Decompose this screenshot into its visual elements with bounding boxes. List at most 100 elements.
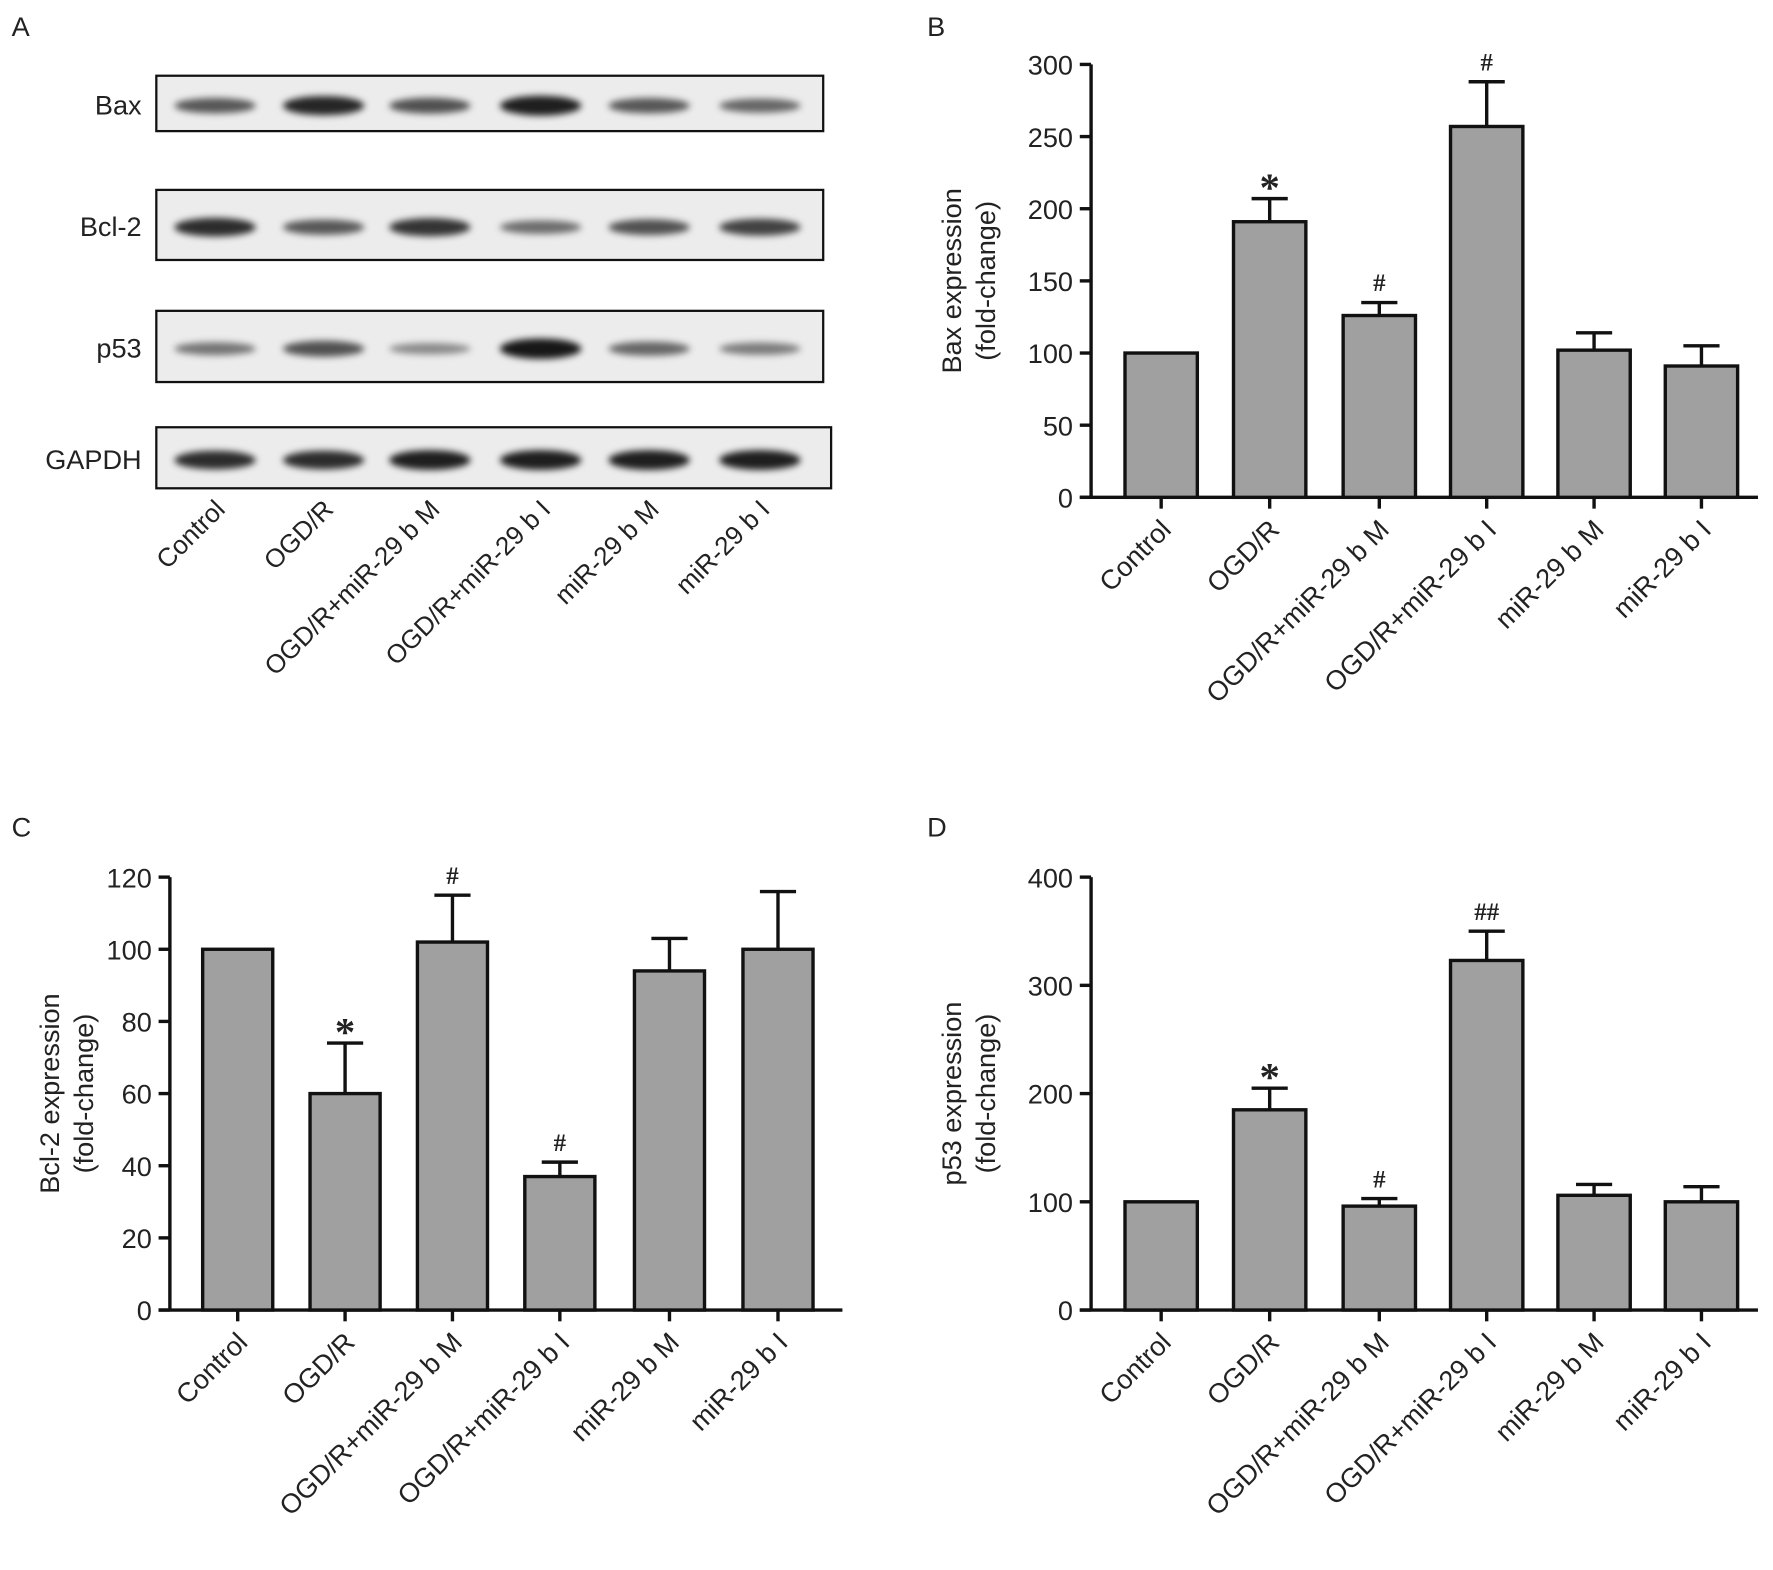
blot-lane-label: Control bbox=[150, 494, 230, 574]
bar bbox=[1448, 124, 1525, 500]
y-axis-label: (fold-change) bbox=[970, 201, 1001, 361]
blot-membrane bbox=[155, 426, 833, 490]
protein-band bbox=[719, 450, 801, 470]
protein-band bbox=[719, 218, 801, 236]
y-tick-label: 20 bbox=[122, 1223, 152, 1254]
y-tick-label: 200 bbox=[1028, 194, 1073, 225]
y-axis-label: (fold-change) bbox=[970, 1014, 1001, 1174]
x-tick-label: OGD/R bbox=[1200, 1326, 1285, 1411]
y-axis-label: p53 expression bbox=[936, 1002, 967, 1186]
protein-band bbox=[608, 341, 690, 356]
protein-band bbox=[719, 342, 801, 355]
x-tick-label: Control bbox=[170, 1326, 254, 1410]
x-tick-label: OGD/R bbox=[276, 1326, 361, 1411]
blot-membrane bbox=[155, 188, 825, 262]
protein-band bbox=[174, 450, 256, 470]
blot-membrane bbox=[155, 74, 825, 133]
bar bbox=[1123, 1200, 1200, 1312]
blot-membrane bbox=[155, 309, 825, 384]
protein-band bbox=[499, 338, 582, 359]
blot-row-gapdh: GAPDH bbox=[45, 426, 833, 490]
protein-band bbox=[389, 343, 471, 355]
x-tick-label: Control bbox=[1093, 1326, 1177, 1410]
y-tick-label: 80 bbox=[122, 1007, 152, 1038]
panel-label-c: C bbox=[12, 811, 32, 842]
bar bbox=[1123, 351, 1200, 500]
protein-band bbox=[174, 98, 256, 114]
protein-band bbox=[389, 450, 471, 470]
bar bbox=[1448, 958, 1525, 1312]
blot-row-label: Bax bbox=[95, 90, 142, 121]
protein-band bbox=[389, 97, 471, 114]
blot-row-p53: p53 bbox=[96, 309, 825, 384]
blot-row-bax: Bax bbox=[95, 74, 825, 133]
y-tick-label: 0 bbox=[1058, 483, 1073, 514]
protein-band bbox=[608, 98, 690, 114]
protein-band bbox=[174, 217, 256, 237]
bax-chart: 0 50 100 150 200 250 300 Bax expression (fold-ch… bbox=[936, 49, 1758, 709]
significance-marker: # bbox=[554, 1130, 567, 1157]
protein-band bbox=[499, 450, 582, 470]
bar bbox=[741, 947, 815, 1312]
y-tick-label: 250 bbox=[1028, 122, 1073, 153]
y-tick-label: 300 bbox=[1028, 971, 1073, 1002]
bar bbox=[1663, 364, 1740, 500]
blot-row-label: GAPDH bbox=[45, 444, 141, 475]
protein-band bbox=[719, 98, 801, 113]
protein-band bbox=[282, 340, 365, 357]
protein-band bbox=[608, 450, 690, 470]
protein-band bbox=[389, 218, 471, 237]
blot-lane-label: miR-29 b M bbox=[549, 494, 665, 610]
x-tick-label: OGD/R bbox=[1200, 514, 1285, 599]
y-tick-label: 100 bbox=[1028, 338, 1073, 369]
x-tick-label: miR-29 b I bbox=[683, 1326, 793, 1436]
bar bbox=[1341, 1204, 1418, 1312]
y-tick-label: 100 bbox=[107, 934, 152, 965]
bar bbox=[1663, 1200, 1740, 1312]
bar bbox=[1341, 313, 1418, 500]
x-tick-label: OGD/R+miR-29 b M bbox=[273, 1326, 468, 1521]
y-tick-label: 120 bbox=[107, 862, 152, 893]
y-axis-label: Bax expression bbox=[936, 188, 967, 373]
blot-row-bcl-2: Bcl-2 bbox=[80, 188, 825, 262]
panel-label-d: D bbox=[927, 811, 947, 842]
protein-band bbox=[499, 95, 582, 116]
y-axis-label: Bcl-2 expression bbox=[34, 993, 65, 1193]
panel-label-a: A bbox=[12, 11, 31, 42]
significance-marker: ## bbox=[1474, 899, 1499, 926]
p53-chart: 0 100 200 300 400 p53 expression (fold-change)… bbox=[936, 862, 1758, 1521]
significance-marker: * bbox=[1260, 165, 1280, 210]
bar bbox=[632, 969, 707, 1312]
bar bbox=[1231, 1108, 1308, 1312]
bar bbox=[1556, 1193, 1632, 1312]
y-axis-label: (fold-change) bbox=[68, 1014, 99, 1174]
x-tick-label: miR-29 b M bbox=[1489, 1326, 1610, 1447]
x-tick-label: miR-29 b M bbox=[1489, 514, 1610, 635]
x-tick-label: OGD/R+miR-29 b M bbox=[1200, 514, 1395, 709]
bcl2-chart: 0 20 40 60 80 100 120 Bcl-2 expression (fold-cha… bbox=[34, 862, 843, 1521]
bar bbox=[523, 1174, 597, 1312]
bar bbox=[308, 1091, 382, 1312]
protein-band bbox=[282, 219, 365, 235]
protein-band bbox=[608, 219, 690, 236]
y-tick-label: 300 bbox=[1028, 50, 1073, 81]
significance-marker: # bbox=[446, 863, 459, 890]
y-tick-label: 150 bbox=[1028, 266, 1073, 297]
x-tick-label: miR-29 b I bbox=[1607, 514, 1717, 624]
bar bbox=[415, 940, 490, 1312]
significance-marker: # bbox=[1480, 49, 1493, 76]
bar bbox=[200, 947, 275, 1312]
y-tick-label: 0 bbox=[1058, 1295, 1073, 1326]
x-tick-label: miR-29 b M bbox=[564, 1326, 685, 1447]
bar bbox=[1556, 348, 1632, 500]
y-tick-label: 60 bbox=[122, 1079, 152, 1110]
protein-band bbox=[282, 450, 365, 470]
x-tick-label: miR-29 b I bbox=[1607, 1326, 1717, 1436]
blot-lane-label: miR-29 b I bbox=[669, 494, 775, 600]
y-tick-label: 40 bbox=[122, 1151, 152, 1182]
significance-marker: * bbox=[1260, 1054, 1280, 1099]
y-tick-label: 100 bbox=[1028, 1187, 1073, 1218]
x-tick-label: OGD/R+miR-29 b M bbox=[1200, 1326, 1395, 1521]
